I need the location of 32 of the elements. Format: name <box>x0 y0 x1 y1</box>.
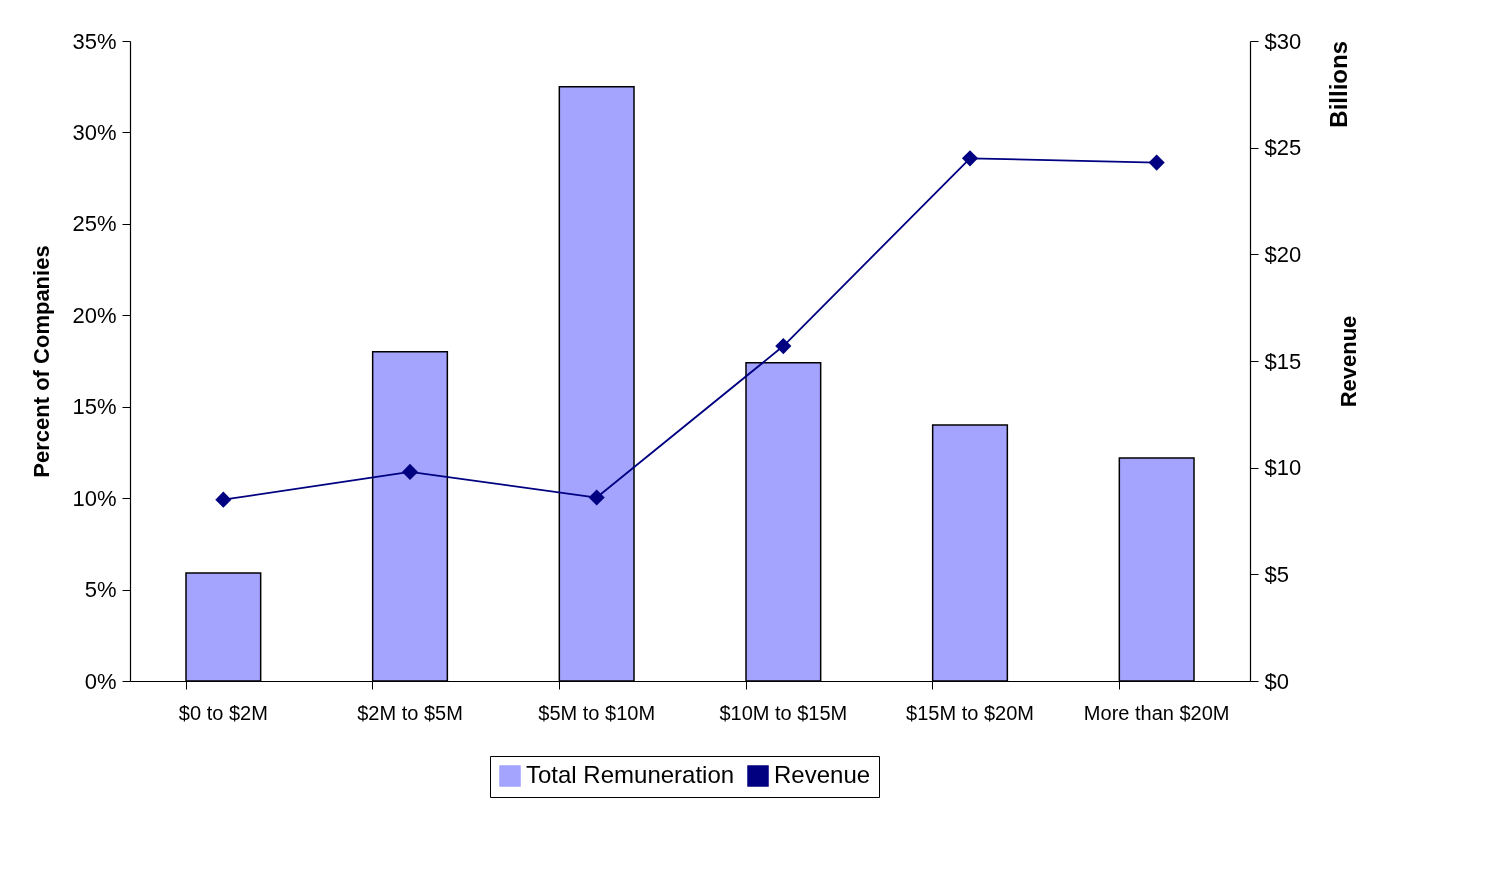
x-tick-label: $15M to $20M <box>906 701 1034 724</box>
point <box>588 489 605 506</box>
point <box>1148 154 1165 171</box>
y2-tick-label: $25 <box>1264 135 1302 161</box>
point <box>961 150 979 167</box>
point <box>775 338 792 355</box>
y2-tick-label: $30 <box>1264 28 1302 54</box>
legend-label: Total Remuneration <box>526 761 735 788</box>
y-tick-label: 35% <box>72 28 117 54</box>
point <box>215 491 232 508</box>
legend-label: Revenue <box>774 761 871 788</box>
y-tick-label: 10% <box>72 485 117 511</box>
point <box>401 463 419 480</box>
y2-tick-label: $15 <box>1264 348 1302 374</box>
y-tick-label: 30% <box>72 119 117 145</box>
y2-tick-label: $5 <box>1264 561 1289 587</box>
y-tick-label: 5% <box>84 577 117 603</box>
y2-tick-label: $0 <box>1264 668 1289 694</box>
x-tick-label: $5M to $10M <box>538 701 656 724</box>
y-tick-label: 20% <box>72 302 117 328</box>
y2-tick-label: $10 <box>1264 455 1302 481</box>
x-tick-label: More than $20M <box>1083 701 1230 724</box>
y-axis-title: Percent of Companies <box>29 245 55 478</box>
y-tick-label: 0% <box>84 668 117 694</box>
x-tick-label: $2M to $5M <box>357 701 463 724</box>
y-tick-label: 15% <box>72 394 117 420</box>
text: Billions <box>1325 41 1352 128</box>
x-tick-label: $10M to $15M <box>719 701 848 724</box>
x-tick-label: $0 to $2M <box>178 701 268 724</box>
y2-axis-title: Revenue <box>1336 315 1362 408</box>
y2-tick-label: $20 <box>1264 241 1302 267</box>
y-tick-label: 25% <box>72 211 117 237</box>
